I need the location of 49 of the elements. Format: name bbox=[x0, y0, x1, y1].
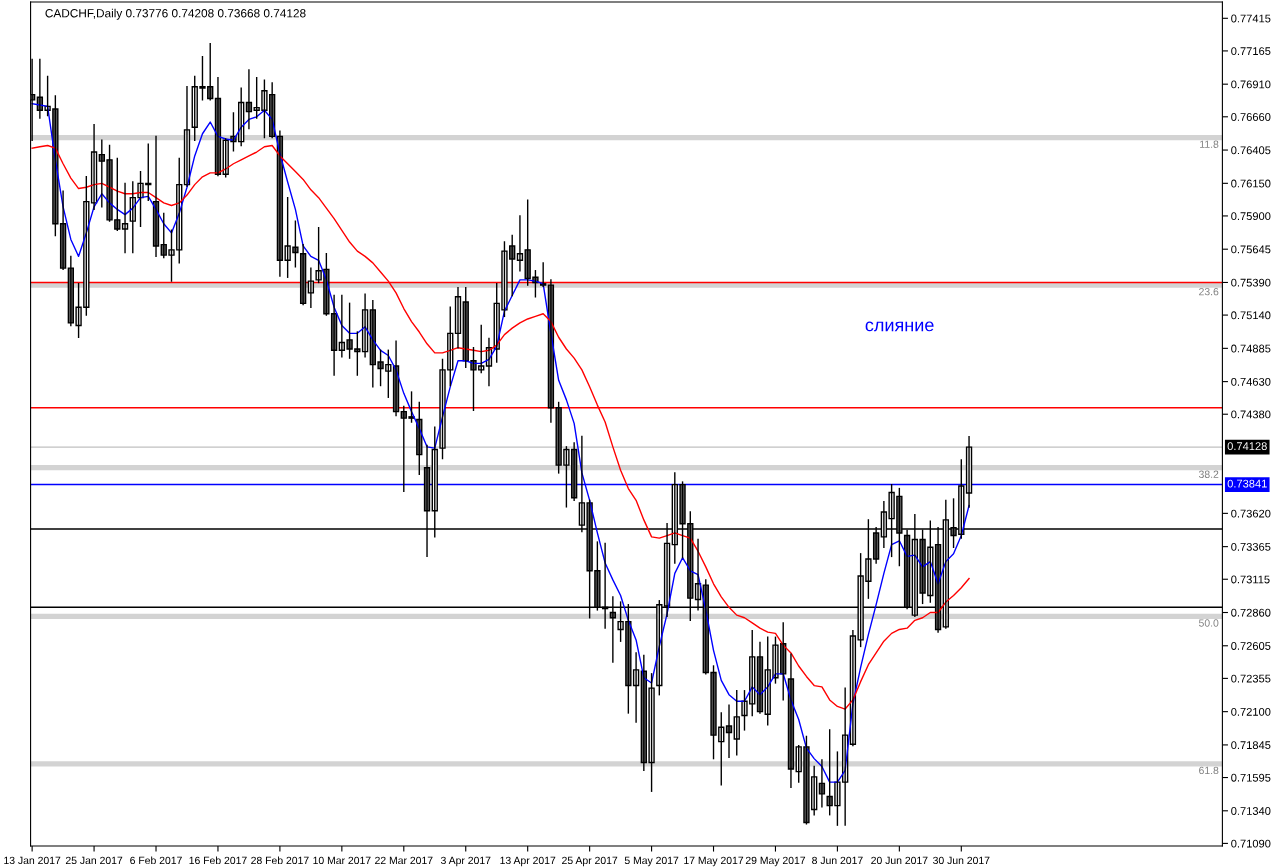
x-tick-label: 22 Mar 2017 bbox=[375, 856, 433, 865]
x-tick-label: 25 Jan 2017 bbox=[65, 856, 123, 865]
ref-line-label: 0.74128 bbox=[1227, 442, 1267, 451]
y-tick-label: 0.71595 bbox=[1231, 773, 1271, 782]
y-tick-label: 0.75140 bbox=[1231, 311, 1271, 320]
y-tick-label: 0.73620 bbox=[1231, 509, 1271, 518]
x-tick-label: 17 May 2017 bbox=[684, 856, 744, 867]
y-tick-label: 0.76405 bbox=[1231, 146, 1271, 155]
text: CADCHF,Daily 0.73776 0.74208 0.73668 0.74128 bbox=[45, 8, 306, 20]
x-tick-label: 3 Apr 2017 bbox=[440, 856, 491, 867]
y-tick-label: 0.72605 bbox=[1231, 642, 1271, 650]
y-tick-label: 0.72100 bbox=[1231, 707, 1271, 716]
y-tick-label: 0.75900 bbox=[1231, 212, 1271, 221]
x-tick-label: 5 May 2017 bbox=[624, 856, 679, 867]
y-tick-label: 0.71340 bbox=[1231, 807, 1271, 815]
y-tick-label: 0.74630 bbox=[1231, 377, 1271, 386]
y-tick-label: 0.73115 bbox=[1231, 575, 1270, 584]
y-tick-label: 0.75390 bbox=[1231, 278, 1271, 287]
x-tick-label: 13 Jan 2017 bbox=[4, 856, 61, 865]
x-tick-label: 28 Feb 2017 bbox=[251, 856, 309, 865]
x-tick-label: 16 Feb 2017 bbox=[189, 856, 247, 865]
y-tick-label: 0.72355 bbox=[1231, 674, 1271, 683]
x-tick-label: 6 Feb 2017 bbox=[130, 856, 182, 865]
x-tick-label: 20 Jun 2017 bbox=[871, 856, 928, 865]
y-tick-label: 0.74380 bbox=[1231, 410, 1271, 419]
y-tick-label: 0.77165 bbox=[1231, 47, 1271, 56]
ref-line-label: 0.73841 bbox=[1227, 479, 1267, 488]
y-tick-label: 0.71845 bbox=[1231, 741, 1271, 750]
x-tick-label: 25 Apr 2017 bbox=[562, 856, 618, 867]
annotation: слияние bbox=[865, 321, 934, 332]
x-tick-label: 30 Jun 2017 bbox=[933, 856, 990, 865]
band-label: 23.6 bbox=[1199, 287, 1219, 296]
y-tick-label: 0.71090 bbox=[1231, 839, 1271, 848]
band-label: 11.8 bbox=[1200, 140, 1219, 148]
x-tick-label: 10 Mar 2017 bbox=[313, 856, 371, 865]
y-tick-label: 0.72860 bbox=[1231, 608, 1271, 617]
band-label: 50.0 bbox=[1198, 619, 1219, 627]
y-tick-label: 0.74885 bbox=[1231, 344, 1271, 353]
x-tick-label: 13 Apr 2017 bbox=[500, 856, 556, 867]
band-label: 38.2 bbox=[1198, 470, 1219, 478]
x-tick-label: 29 May 2017 bbox=[745, 856, 806, 867]
y-tick-label: 0.76150 bbox=[1231, 179, 1271, 188]
band-label: 61.8 bbox=[1199, 766, 1219, 775]
y-tick-label: 0.75645 bbox=[1231, 245, 1271, 254]
y-tick-label: 0.76660 bbox=[1231, 113, 1271, 121]
y-tick-label: 0.76910 bbox=[1231, 80, 1271, 89]
y-tick-label: 0.77415 bbox=[1231, 14, 1271, 23]
y-tick-label: 0.73365 bbox=[1231, 542, 1271, 551]
x-tick-label: 8 Jun 2017 bbox=[812, 856, 863, 865]
